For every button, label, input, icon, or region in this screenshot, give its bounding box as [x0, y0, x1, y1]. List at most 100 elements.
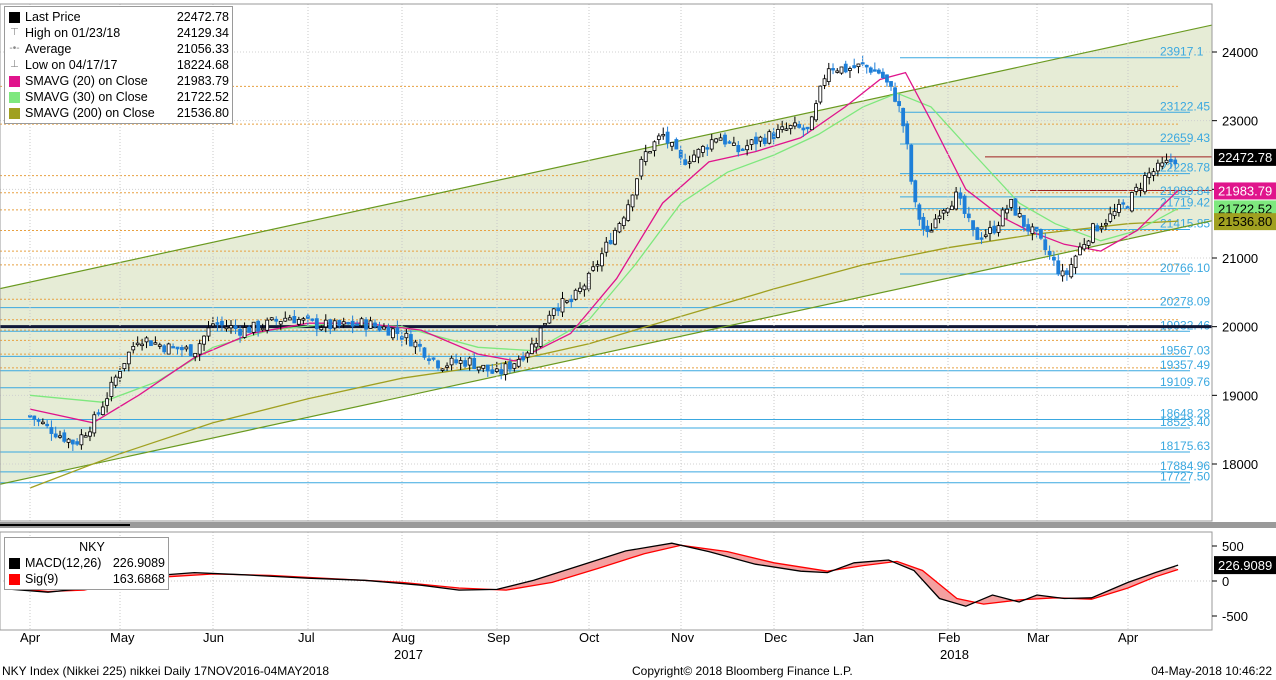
- fib-level-label: 19109.76: [1160, 375, 1210, 389]
- candle-body: [359, 318, 364, 327]
- candle-body: [929, 230, 934, 233]
- candle-body: [100, 406, 105, 416]
- candle-body: [905, 123, 910, 144]
- price-tag-box: [1214, 213, 1276, 231]
- price-tag-box: [1214, 182, 1276, 200]
- legend-swatch: [9, 75, 20, 87]
- candle-body: [166, 343, 171, 355]
- candle-body: [731, 142, 736, 146]
- candle-body: [937, 215, 942, 219]
- candle-body: [1142, 175, 1147, 193]
- fib-level-label: 20766.10: [1160, 261, 1210, 275]
- channel-upper-line: [0, 24, 1212, 290]
- candle-body: [105, 398, 110, 406]
- candle-body: [180, 347, 184, 351]
- candle-body: [1043, 239, 1048, 251]
- candle-body: [45, 423, 50, 427]
- fib-level-label: 21889.84: [1160, 184, 1210, 198]
- candle-body: [305, 315, 310, 319]
- candle-body: [508, 361, 512, 370]
- candle-body: [856, 63, 861, 68]
- year-label: 2017: [394, 647, 423, 662]
- candle-body: [839, 66, 844, 74]
- candle-body: [1060, 270, 1065, 277]
- candle-body: [958, 192, 963, 199]
- candle-body: [521, 356, 525, 361]
- candle-body: [560, 298, 565, 313]
- macd-axis-label: 500: [1222, 539, 1244, 554]
- candle-body: [242, 327, 247, 338]
- month-label: May: [110, 630, 135, 645]
- legend-low[interactable]: ⊥ Low on 04/17/17 18224.68: [9, 57, 229, 73]
- price-tag-box: [1214, 148, 1276, 166]
- candle-body: [175, 346, 180, 350]
- fib-level-label: 22659.43: [1160, 131, 1210, 145]
- fib-level-label: 21719.42: [1160, 196, 1210, 210]
- candle-body: [661, 134, 666, 137]
- candle-body: [1078, 246, 1082, 256]
- footer-copyright: Copyright© 2018 Bloomberg Finance L.P.: [632, 664, 853, 678]
- legend-label: High on 01/23/18: [25, 26, 121, 40]
- legend-average[interactable]: -•- Average 21056.33: [9, 41, 229, 57]
- price-axis-label: 18000: [1222, 457, 1258, 472]
- candle-body: [670, 142, 674, 147]
- fib-level-label: 17884.96: [1160, 459, 1210, 473]
- legend-last-price[interactable]: Last Price 22472.78: [9, 9, 229, 25]
- candle-body: [714, 138, 719, 143]
- legend-sma20[interactable]: SMAVG (20) on Close 21983.79: [9, 73, 229, 89]
- candle-body: [569, 298, 574, 303]
- fib-level-label: 23917.1: [1160, 45, 1204, 59]
- candle-body: [1000, 209, 1005, 227]
- candle-body: [247, 327, 252, 333]
- candle-body: [630, 194, 635, 208]
- footer-timestamp: 04-May-2018 10:46:22: [1151, 664, 1272, 678]
- candle-body: [454, 359, 459, 364]
- candle-body: [332, 320, 337, 329]
- candle-body: [1039, 229, 1043, 239]
- candle-body: [626, 204, 631, 221]
- candle-body: [144, 337, 149, 343]
- candle-body: [1173, 159, 1178, 165]
- month-label: Sep: [487, 630, 510, 645]
- candle-body: [925, 225, 930, 233]
- sma200-line: [29, 220, 1179, 489]
- candle-body: [913, 180, 918, 203]
- candle-body: [788, 125, 793, 129]
- candle-body: [966, 213, 971, 219]
- candle-body: [700, 146, 705, 153]
- candle-body: [889, 81, 893, 87]
- candle-body: [736, 144, 741, 153]
- legend-swatch: [9, 91, 20, 103]
- candle-body: [449, 357, 454, 366]
- candle-body: [860, 62, 865, 65]
- candle-body: [32, 415, 37, 420]
- candle-body: [604, 241, 609, 253]
- candle-body: [979, 237, 984, 240]
- legend-macd[interactable]: MACD(12,26) 226.9089: [9, 555, 165, 571]
- legend-sma30[interactable]: SMAVG (30) on Close 21722.52: [9, 89, 229, 105]
- candle-body: [386, 326, 391, 336]
- candle-body: [933, 218, 938, 229]
- candle-body: [92, 414, 97, 434]
- legend-high[interactable]: ⊤ High on 01/23/18 24129.34: [9, 25, 229, 41]
- candle-body: [197, 343, 202, 355]
- candle-body: [292, 316, 297, 324]
- macd-tag-box: [1214, 556, 1276, 575]
- price-legend: Last Price 22472.78 ⊤ High on 01/23/18 2…: [4, 6, 233, 124]
- candle-body: [538, 327, 543, 347]
- candle-body: [413, 341, 418, 348]
- legend-swatch: [9, 573, 20, 585]
- legend-label: Sig(9): [25, 571, 59, 586]
- candle-body: [368, 320, 373, 329]
- candle-body: [341, 321, 346, 325]
- candle-body: [122, 363, 127, 370]
- panel-divider: [0, 522, 1276, 528]
- candle-body: [826, 68, 831, 82]
- fib-level-label: 19357.49: [1160, 358, 1210, 372]
- legend-sma200[interactable]: SMAVG (200) on Close 21536.80: [9, 105, 229, 121]
- candle-body: [543, 323, 547, 326]
- candle-body: [229, 325, 233, 329]
- legend-signal[interactable]: Sig(9) 163.6868: [9, 571, 165, 587]
- legend-value: 18224.68: [176, 58, 229, 72]
- candle-body: [157, 344, 162, 347]
